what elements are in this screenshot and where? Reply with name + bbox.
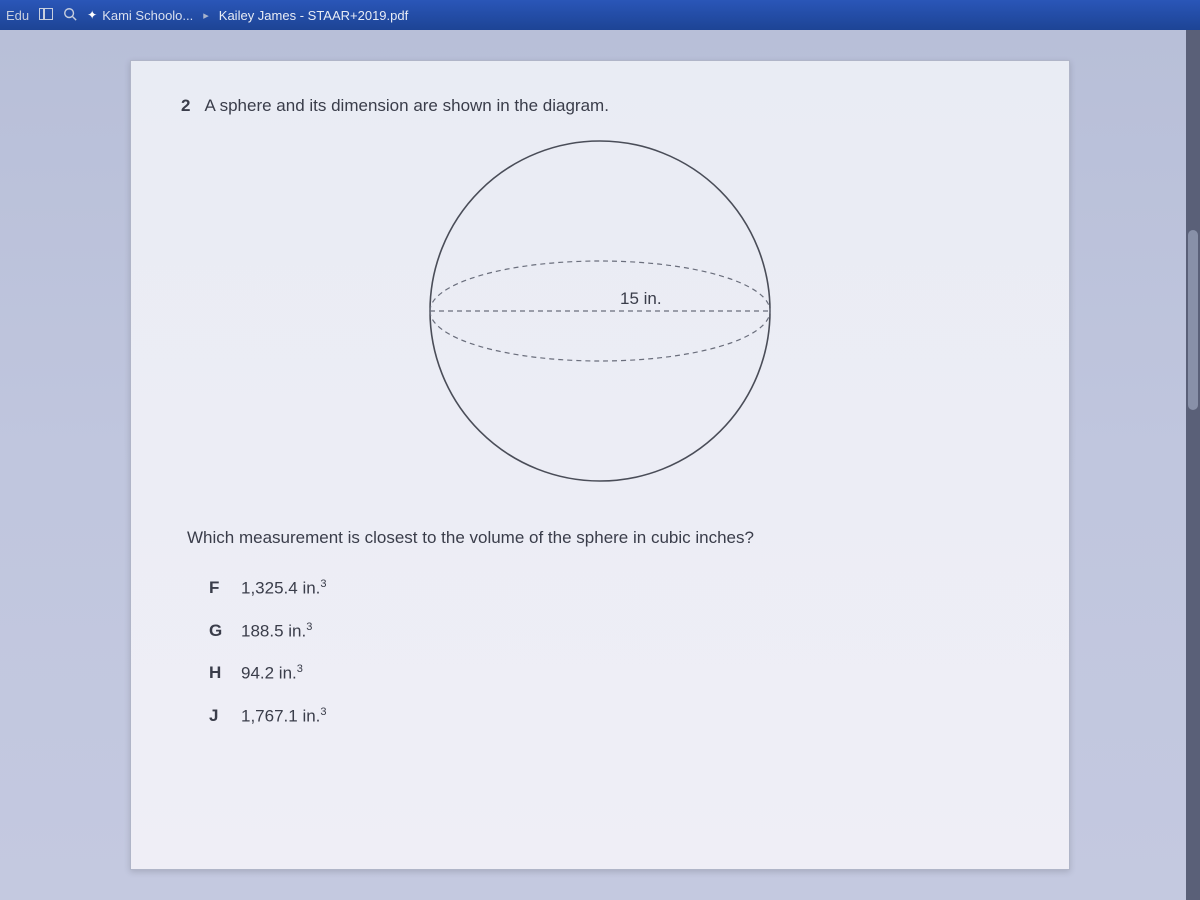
choice-letter: G — [209, 621, 225, 642]
breadcrumb-separator: ▸ — [203, 9, 209, 22]
app-breadcrumb-app[interactable]: ✦ Kami Schoolo... — [87, 8, 193, 23]
panel-toggle-icon[interactable] — [39, 8, 53, 23]
choice-letter: F — [209, 578, 225, 599]
choice-row[interactable]: G 188.5 in.3 — [209, 621, 1019, 642]
answer-choices: F 1,325.4 in.3 G 188.5 in.3 H 94.2 in.3 … — [209, 578, 1019, 727]
sphere-diagram: 15 in. — [181, 136, 1019, 486]
edu-label: Edu — [6, 8, 29, 23]
choice-value: 1,767.1 in.3 — [241, 706, 327, 727]
choice-letter: J — [209, 706, 225, 727]
kami-icon: ✦ — [87, 8, 97, 22]
search-icon[interactable] — [63, 7, 77, 24]
sphere-svg: 15 in. — [405, 136, 795, 486]
vertical-scrollbar[interactable] — [1186, 30, 1200, 900]
choice-row[interactable]: H 94.2 in.3 — [209, 663, 1019, 684]
choice-row[interactable]: F 1,325.4 in.3 — [209, 578, 1019, 599]
question-prompt: A sphere and its dimension are shown in … — [204, 96, 608, 116]
choice-value: 188.5 in.3 — [241, 621, 312, 642]
choice-letter: H — [209, 663, 225, 684]
follow-up-question: Which measurement is closest to the volu… — [187, 528, 1019, 548]
choice-row[interactable]: J 1,767.1 in.3 — [209, 706, 1019, 727]
document-page: 2 A sphere and its dimension are shown i… — [130, 60, 1070, 870]
choice-value: 94.2 in.3 — [241, 663, 303, 684]
breadcrumb-app-label: Kami Schoolo... — [102, 8, 193, 23]
scrollbar-thumb[interactable] — [1188, 230, 1198, 410]
app-header: Edu ✦ Kami Schoolo... ▸ Kailey James - S… — [0, 0, 1200, 30]
equator-front — [430, 311, 770, 361]
question-header: 2 A sphere and its dimension are shown i… — [181, 96, 1019, 116]
choice-value: 1,325.4 in.3 — [241, 578, 327, 599]
equator-back — [430, 261, 770, 311]
question-number: 2 — [181, 96, 190, 116]
viewer-area: 2 A sphere and its dimension are shown i… — [0, 30, 1200, 900]
diameter-label: 15 in. — [620, 289, 662, 308]
document-title: Kailey James - STAAR+2019.pdf — [219, 8, 408, 23]
